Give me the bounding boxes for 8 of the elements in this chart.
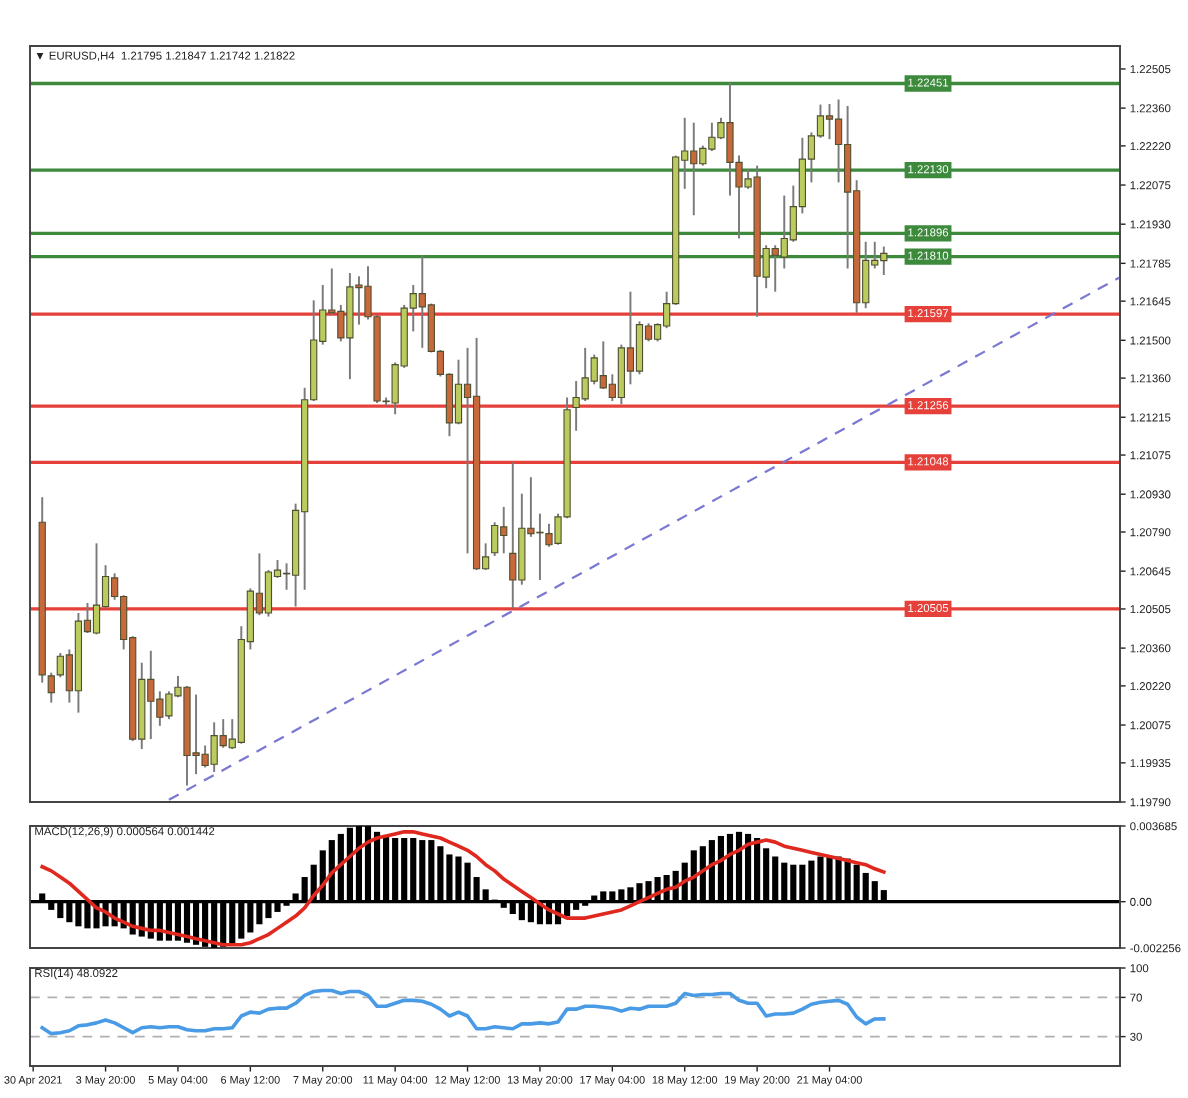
candlestick (491, 521, 499, 557)
candlestick (825, 103, 834, 141)
candlestick (635, 320, 644, 376)
candlestick (92, 542, 101, 636)
candlestick (47, 671, 55, 704)
candlestick (264, 569, 273, 618)
line-series (40, 988, 886, 1036)
candlestick (454, 358, 463, 426)
